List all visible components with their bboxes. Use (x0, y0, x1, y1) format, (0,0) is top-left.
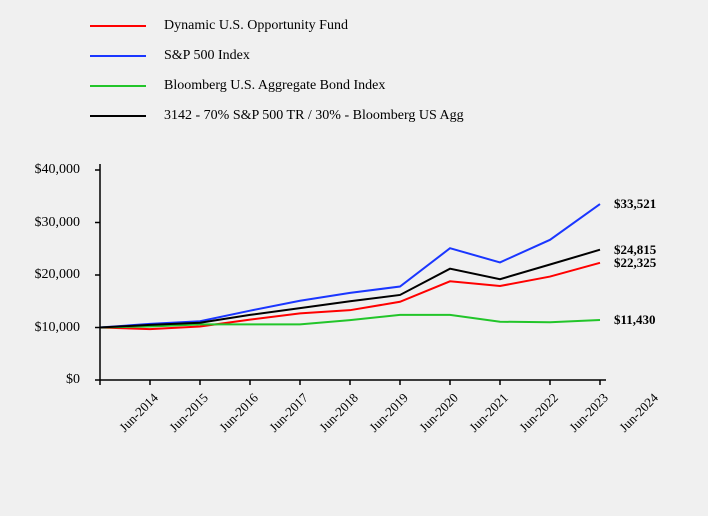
growth-chart: Dynamic U.S. Opportunity FundS&P 500 Ind… (0, 0, 708, 516)
y-axis-tick-label: $20,000 (0, 267, 80, 283)
y-axis-tick-label: $10,000 (0, 320, 80, 336)
y-axis-tick-label: $30,000 (0, 215, 80, 231)
series-end-label: $24,815 (614, 242, 656, 258)
y-axis-tick-label: $40,000 (0, 162, 80, 178)
y-axis-tick-label: $0 (0, 372, 80, 388)
series-end-label: $11,430 (614, 312, 656, 328)
series-end-label: $33,521 (614, 196, 656, 212)
plot-area (0, 0, 708, 516)
